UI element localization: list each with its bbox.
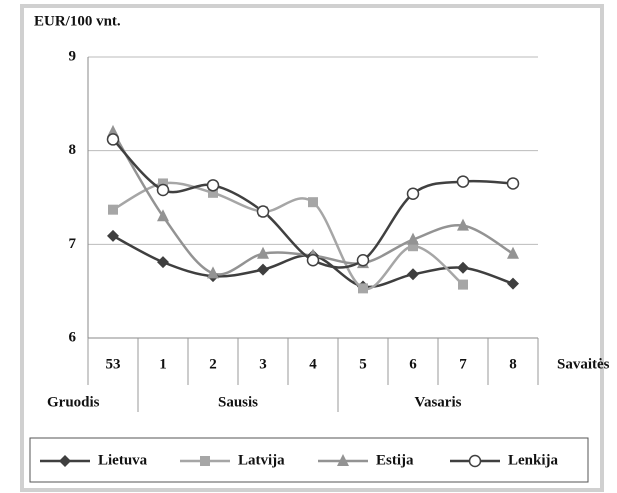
x-tick-label: 6 (409, 356, 417, 372)
y-tick-label: 9 (69, 48, 77, 64)
marker (306, 254, 320, 267)
marker (257, 263, 269, 276)
x-tick-label: 7 (459, 356, 467, 372)
marker (208, 187, 218, 198)
y-axis-label: EUR/100 vnt. (34, 13, 121, 29)
legend-label: Latvija (238, 452, 285, 468)
y-tick-label: 6 (69, 329, 77, 345)
x-axis-label: Savaitės (557, 356, 610, 372)
x-tick-label: 5 (359, 356, 367, 372)
legend-label: Lietuva (98, 452, 148, 468)
legend-marker (200, 456, 210, 466)
marker (407, 232, 419, 245)
group-label: Vasaris (415, 394, 462, 410)
marker (108, 204, 118, 215)
marker (407, 268, 419, 281)
marker (107, 229, 119, 242)
frame (20, 4, 604, 492)
x-tick-label: 8 (509, 356, 517, 372)
marker (507, 246, 519, 259)
legend-label: Lenkija (508, 452, 559, 468)
marker (507, 277, 519, 290)
marker (157, 256, 169, 269)
legend-marker (337, 454, 349, 466)
marker (256, 205, 270, 218)
legend-box (29, 437, 589, 483)
marker (207, 266, 219, 279)
x-tick-label: 3 (259, 356, 267, 372)
marker (506, 177, 520, 190)
marker (106, 133, 120, 146)
group-label: Gruodis (47, 394, 100, 410)
marker (457, 261, 469, 274)
marker (107, 124, 119, 137)
marker (406, 187, 420, 201)
marker (456, 175, 470, 188)
marker (156, 183, 170, 197)
marker (158, 178, 168, 189)
marker (257, 246, 269, 259)
legend-marker (468, 454, 482, 468)
x-tick-label: 2 (209, 356, 217, 372)
marker (358, 283, 368, 294)
marker (356, 254, 370, 267)
y-tick-label: 8 (69, 142, 77, 158)
legend-label: Estija (376, 452, 414, 468)
marker (308, 197, 318, 208)
marker (408, 241, 418, 252)
x-tick-label: 53 (106, 356, 121, 372)
marker (458, 279, 468, 290)
marker (457, 218, 469, 231)
marker (157, 209, 169, 222)
marker (206, 179, 220, 192)
x-tick-label: 4 (309, 356, 317, 372)
group-label: Sausis (218, 394, 258, 410)
y-tick-label: 7 (69, 236, 77, 252)
legend-marker (59, 455, 71, 467)
x-tick-label: 1 (159, 356, 167, 372)
